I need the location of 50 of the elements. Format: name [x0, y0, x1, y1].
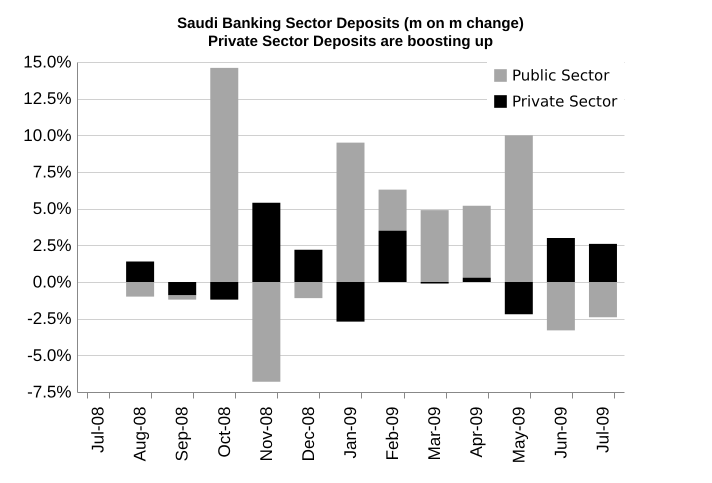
bar [378, 190, 407, 231]
y-tick-label: 15.0% [23, 52, 72, 72]
x-tick-label: Jul-08 [88, 406, 108, 453]
y-tick-label: 0.0% [32, 272, 72, 292]
y-tick-label: 5.0% [32, 199, 72, 218]
bar [546, 238, 575, 282]
bar [504, 282, 533, 314]
x-tick-label: Mar-09 [425, 406, 444, 460]
bar [336, 142, 364, 282]
bar [420, 210, 449, 282]
chart-title: Saudi Banking Sector Deposits (m on m change) [177, 15, 524, 32]
bar [588, 244, 617, 282]
x-tick-label: May-09 [509, 406, 528, 464]
x-tick-label: Aug-08 [130, 406, 150, 462]
x-tick-label: Oct-08 [214, 406, 234, 458]
bar [252, 202, 280, 282]
x-tick-label: Dec-08 [298, 406, 318, 462]
bar [462, 206, 491, 278]
bar [168, 295, 196, 300]
bar [168, 282, 196, 296]
y-tick-label: 2.5% [32, 236, 72, 255]
y-tick-label: -5.0% [27, 346, 72, 365]
x-tick-label: Jul-09 [593, 406, 612, 453]
bar [504, 135, 533, 282]
chart-subtitle: Private Sector Deposits are boosting up [208, 33, 494, 50]
legend-label: Public Sector [512, 66, 610, 84]
x-tick-label: Jun-09 [551, 406, 570, 458]
bar [462, 278, 491, 282]
bar [210, 282, 238, 300]
legend-label: Private Sector [512, 92, 618, 110]
y-tick-label: 7.5% [32, 162, 72, 182]
bar [294, 282, 322, 298]
x-tick-label: Jan-09 [341, 406, 360, 458]
bar [588, 282, 617, 318]
x-tick-label: Apr-09 [467, 406, 486, 458]
bar [126, 261, 154, 282]
bar [378, 230, 407, 282]
x-tick-label: Nov-08 [256, 406, 276, 462]
bar [336, 282, 364, 322]
bar [294, 250, 322, 282]
bar [546, 282, 575, 330]
x-tick-label: Feb-09 [383, 406, 402, 460]
y-tick-label: 12.5% [23, 89, 72, 108]
y-tick-label: -2.5% [27, 309, 72, 328]
bar [210, 68, 238, 282]
bar [252, 282, 280, 382]
y-tick-label: -7.5% [27, 382, 72, 402]
bar [126, 282, 154, 297]
y-tick-label: 10.0% [23, 126, 72, 145]
x-tick-label: Sep-08 [172, 406, 192, 462]
